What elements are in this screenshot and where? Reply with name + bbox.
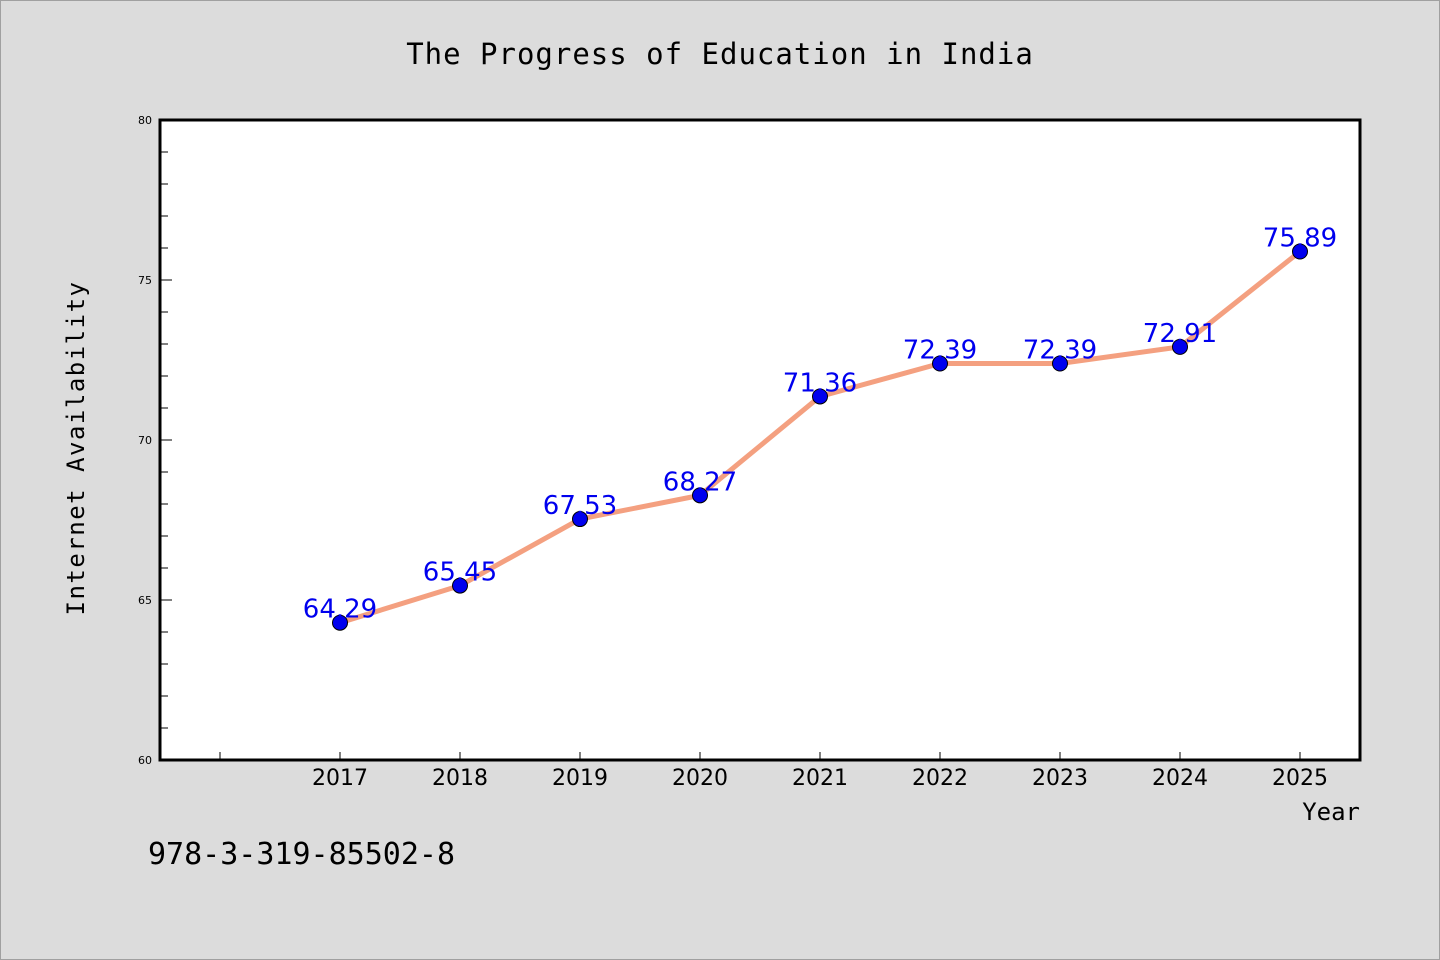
data-point — [452, 577, 468, 594]
data-label: 71.36 — [783, 368, 857, 398]
data-label: 67.53 — [543, 491, 617, 521]
y-tick-label: 80 — [138, 114, 152, 127]
x-tick-label: 2019 — [552, 766, 608, 791]
data-label: 68.27 — [663, 467, 737, 497]
data-point — [812, 388, 828, 405]
y-tick-label: 75 — [138, 274, 152, 287]
data-point — [572, 511, 588, 528]
x-tick-label: 2017 — [312, 766, 368, 791]
x-axis-label: Year — [1302, 798, 1360, 826]
series-internet-availability: 64.29 65.45 67.53 68.27 71.36 72.39 72.39 72.91… — [303, 224, 1337, 631]
chart-title: The Progress of Education in India — [406, 37, 1034, 71]
x-tick-label: 2024 — [1152, 766, 1208, 791]
x-tick-label: 2023 — [1032, 766, 1088, 791]
y-tick-label: 60 — [138, 754, 152, 767]
data-label: 72.91 — [1143, 319, 1217, 349]
y-tick-label: 70 — [138, 434, 152, 447]
data-label: 72.39 — [1023, 336, 1097, 366]
data-label: 65.45 — [423, 558, 497, 588]
x-axis: 2017 2018 2019 2020 2021 2022 2023 2024 2025 — [219, 752, 1328, 791]
data-label: 72.39 — [903, 336, 977, 366]
y-tick-label: 65 — [138, 594, 152, 607]
data-point — [1292, 243, 1308, 260]
x-tick-label: 2021 — [792, 766, 848, 791]
x-tick-label: 2020 — [672, 766, 728, 791]
data-point — [692, 487, 708, 504]
y-axis: 60 65 70 75 80 — [138, 114, 172, 767]
data-point — [332, 614, 348, 631]
isbn-text: 978-3-319-85502-8 — [148, 837, 455, 872]
y-axis-label: Internet Availability — [62, 281, 90, 616]
x-tick-label: 2018 — [432, 766, 488, 791]
data-label: 75.89 — [1263, 224, 1337, 254]
plot-area — [158, 118, 1362, 762]
x-tick-label: 2025 — [1272, 766, 1328, 791]
data-point — [932, 355, 948, 372]
data-label: 64.29 — [303, 595, 377, 625]
x-tick-label: 2022 — [912, 766, 968, 791]
data-point — [1052, 355, 1068, 372]
data-point — [1172, 338, 1188, 355]
